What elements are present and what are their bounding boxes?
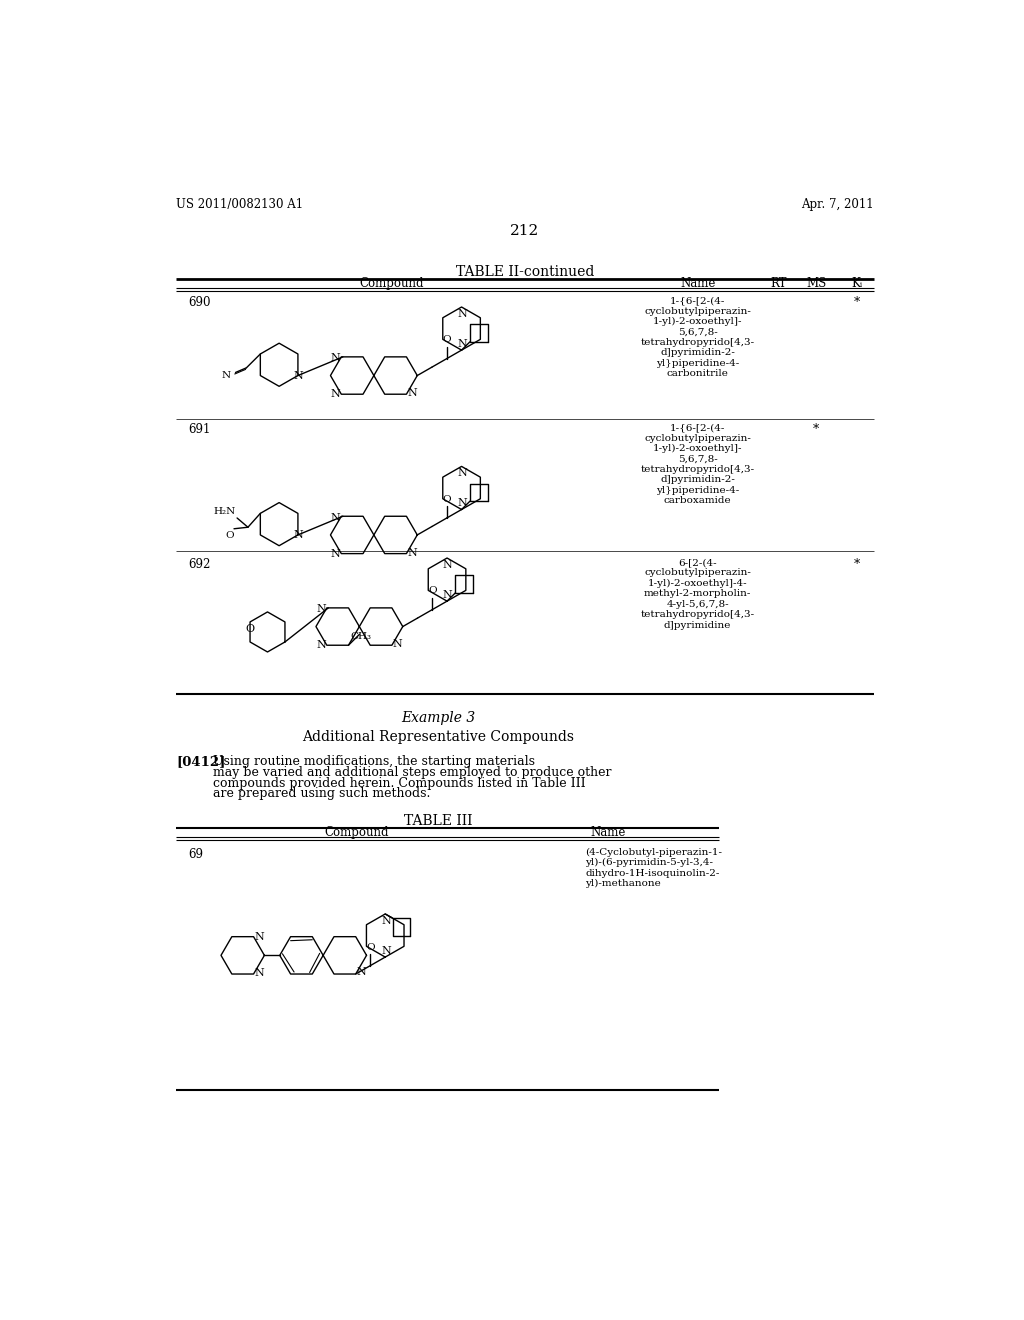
Text: O: O [442, 495, 452, 504]
Text: Name: Name [591, 825, 627, 838]
Text: O: O [428, 586, 436, 595]
Text: N: N [458, 309, 467, 318]
Text: N: N [331, 512, 341, 523]
Text: N: N [222, 371, 230, 380]
Text: TABLE II-continued: TABLE II-continued [456, 264, 594, 279]
Text: RT: RT [771, 277, 787, 289]
Text: Using routine modifications, the starting materials: Using routine modifications, the startin… [213, 755, 536, 768]
Text: Compound: Compound [359, 277, 424, 289]
Text: Additional Representative Compounds: Additional Representative Compounds [302, 730, 574, 743]
Text: N: N [381, 945, 391, 956]
Text: MS: MS [806, 277, 826, 289]
Text: N: N [316, 640, 326, 651]
Text: may be varied and additional steps employed to produce other: may be varied and additional steps emplo… [213, 766, 611, 779]
Text: [0412]: [0412] [176, 755, 225, 768]
Text: N: N [331, 354, 341, 363]
Text: Apr. 7, 2011: Apr. 7, 2011 [801, 198, 873, 211]
Text: 691: 691 [188, 424, 211, 437]
Text: H₂N: H₂N [213, 507, 236, 516]
Text: 6-[2-(4-
cyclobutylpiperazin-
1-yl)-2-oxoethyl]-4-
methyl-2-morpholin-
4-yl-5,6,: 6-[2-(4- cyclobutylpiperazin- 1-yl)-2-ox… [641, 558, 755, 630]
Text: N: N [381, 916, 391, 925]
Text: N: N [408, 548, 417, 558]
Text: N: N [458, 498, 467, 508]
Text: (4-Cyclobutyl-piperazin-1-
yl)-(6-pyrimidin-5-yl-3,4-
dihydro-1H-isoquinolin-2-
: (4-Cyclobutyl-piperazin-1- yl)-(6-pyrimi… [586, 847, 722, 888]
Text: N: N [443, 590, 453, 599]
Text: are prepared using such methods.: are prepared using such methods. [213, 788, 431, 800]
Text: Example 3: Example 3 [400, 711, 475, 725]
Text: 1-{6-[2-(4-
cyclobutylpiperazin-
1-yl)-2-oxoethyl]-
5,6,7,8-
tetrahydropyrido[4,: 1-{6-[2-(4- cyclobutylpiperazin- 1-yl)-2… [641, 296, 755, 379]
Text: N: N [458, 339, 467, 348]
Text: N: N [293, 529, 303, 540]
Text: 212: 212 [510, 224, 540, 238]
Text: *: * [853, 296, 859, 309]
Text: N: N [392, 639, 402, 649]
Text: 1-{6-[2-(4-
cyclobutylpiperazin-
1-yl)-2-oxoethyl]-
5,6,7,8-
tetrahydropyrido[4,: 1-{6-[2-(4- cyclobutylpiperazin- 1-yl)-2… [641, 424, 755, 506]
Text: 69: 69 [188, 847, 204, 861]
Text: O: O [246, 624, 255, 634]
Text: CH₃: CH₃ [350, 631, 371, 640]
Text: compounds provided herein. Compounds listed in Table III: compounds provided herein. Compounds lis… [213, 776, 586, 789]
Text: N: N [356, 968, 367, 978]
Text: N: N [254, 932, 264, 942]
Text: N: N [458, 469, 467, 478]
Text: O: O [442, 335, 452, 345]
Text: Name: Name [680, 277, 716, 289]
Text: O: O [225, 531, 233, 540]
Text: N: N [443, 560, 453, 569]
Text: TABLE III: TABLE III [403, 814, 472, 829]
Text: 692: 692 [188, 558, 211, 572]
Text: N: N [408, 388, 417, 399]
Text: N: N [331, 549, 341, 558]
Text: US 2011/0082130 A1: US 2011/0082130 A1 [176, 198, 303, 211]
Text: N: N [254, 969, 264, 978]
Text: *: * [813, 424, 819, 437]
Text: O: O [367, 944, 375, 952]
Text: 690: 690 [188, 296, 211, 309]
Text: *: * [853, 558, 859, 572]
Text: Compound: Compound [325, 825, 389, 838]
Text: Kᵢ: Kᵢ [851, 277, 862, 289]
Text: N: N [293, 371, 303, 380]
Text: N: N [316, 605, 326, 614]
Text: N: N [331, 389, 341, 399]
